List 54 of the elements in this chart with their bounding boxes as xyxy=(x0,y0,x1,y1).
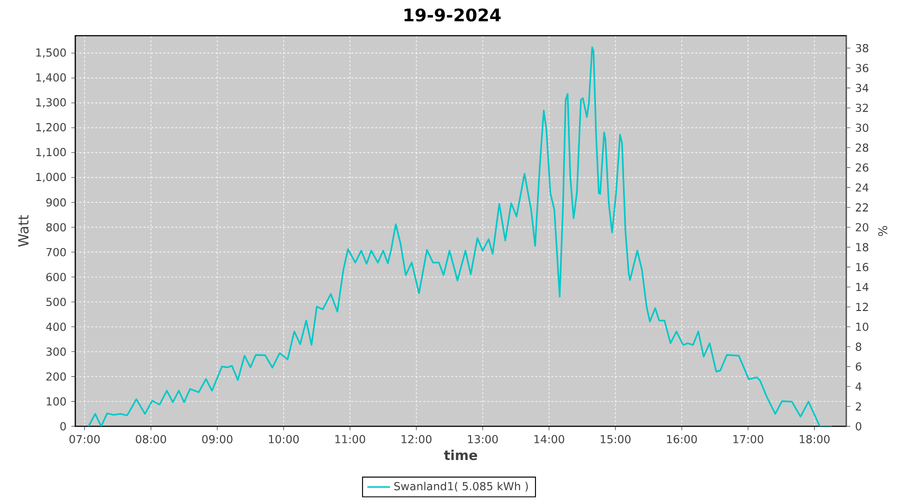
y2-axis-title: % xyxy=(878,226,888,236)
y2-tick-label: 0 xyxy=(856,422,862,430)
y-tick-label: 100 xyxy=(46,397,66,406)
y2-tick-label: 10 xyxy=(856,322,868,331)
y-tick-label: 1,300 xyxy=(36,98,66,108)
y-tick-label: 500 xyxy=(46,298,66,306)
x-tick-label: 17:00 xyxy=(733,435,764,444)
y2-tick-label: 6 xyxy=(856,362,862,371)
y2-tick-label: 18 xyxy=(856,243,868,252)
y-tick-label: 0 xyxy=(60,422,66,430)
y2-tick-label: 12 xyxy=(856,302,868,311)
x-tick-label: 18:00 xyxy=(800,435,830,444)
chart-title: 19-9-2024 xyxy=(404,8,501,22)
y-tick-label: 1,200 xyxy=(36,123,66,132)
y2-tick-label: 14 xyxy=(856,282,868,291)
y-tick-label: 600 xyxy=(46,272,66,282)
x-tick-label: 09:00 xyxy=(202,435,232,444)
x-tick-label: 13:00 xyxy=(468,435,498,444)
y-tick-label: 400 xyxy=(46,322,66,331)
y2-tick-label: 22 xyxy=(856,203,868,212)
legend-label: Swanland1( 5.085 kWh ) xyxy=(394,482,528,492)
x-tick-label: 14:00 xyxy=(534,435,564,444)
y-tick-label: 1,400 xyxy=(36,73,66,83)
y2-tick-label: 2 xyxy=(856,402,861,410)
y2-tick-label: 28 xyxy=(856,144,868,152)
line-series xyxy=(88,46,833,426)
y-tick-label: 1,000 xyxy=(36,172,66,182)
y2-tick-label: 34 xyxy=(856,84,868,92)
x-tick-label: 15:00 xyxy=(600,435,631,444)
x-tick-label: 08:00 xyxy=(136,435,166,444)
x-axis-title: time xyxy=(444,450,478,460)
y-tick-label: 1,500 xyxy=(36,48,66,58)
x-tick-label: 12:00 xyxy=(402,435,432,444)
y2-tick-label: 24 xyxy=(856,183,868,192)
y2-tick-label: 4 xyxy=(856,382,862,390)
y2-tick-label: 36 xyxy=(856,64,868,72)
y2-tick-label: 38 xyxy=(856,44,868,52)
y-axis-title: Watt xyxy=(18,215,29,247)
x-tick-label: 11:00 xyxy=(335,435,366,444)
y2-tick-label: 16 xyxy=(856,262,868,272)
y-tick-label: 200 xyxy=(46,372,66,381)
y2-tick-label: 32 xyxy=(856,104,868,112)
x-tick-label: 10:00 xyxy=(269,435,299,444)
y2-tick-label: 26 xyxy=(856,163,868,172)
x-tick-label: 07:00 xyxy=(69,435,100,444)
y-tick-label: 1,100 xyxy=(36,148,66,158)
y-tick-label: 900 xyxy=(46,198,66,207)
x-tick-label: 16:00 xyxy=(667,435,697,444)
y-tick-label: 300 xyxy=(46,348,66,356)
y-tick-label: 700 xyxy=(46,248,66,256)
y2-tick-label: 20 xyxy=(856,223,868,232)
y-tick-label: 800 xyxy=(46,223,66,232)
y2-tick-label: 30 xyxy=(856,124,868,132)
y2-tick-label: 8 xyxy=(856,342,862,351)
